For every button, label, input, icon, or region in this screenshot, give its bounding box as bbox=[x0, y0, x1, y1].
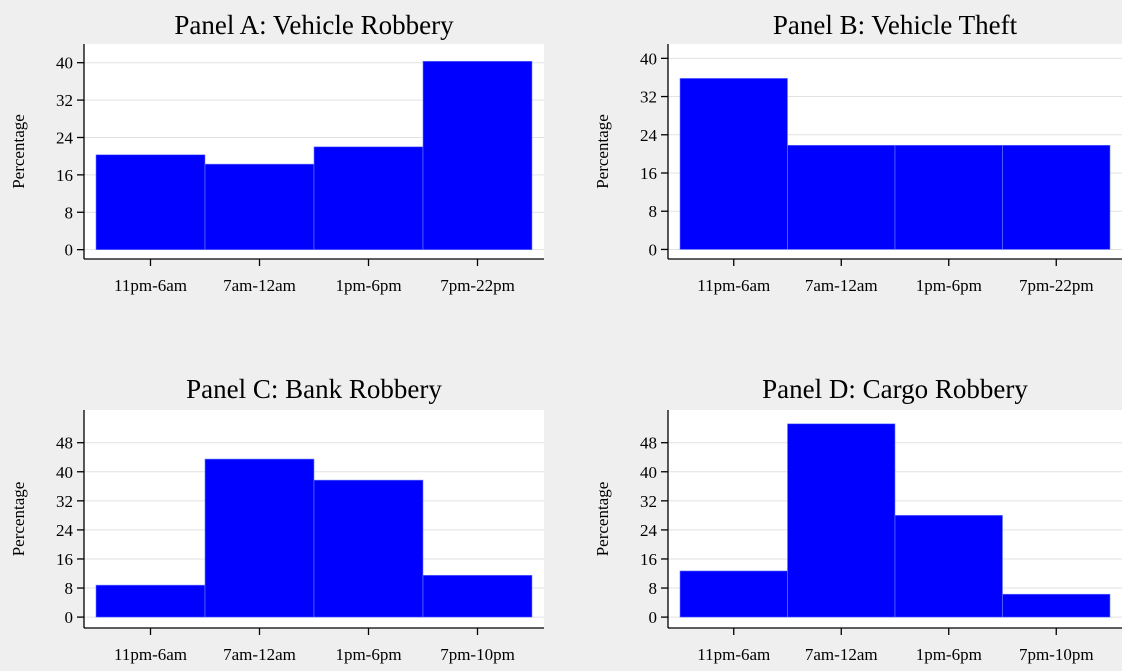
y-tick-label: 32 bbox=[56, 91, 73, 110]
y-tick-label: 8 bbox=[649, 202, 658, 221]
x-tick-label: 7pm-22pm bbox=[1019, 276, 1094, 295]
y-tick-label: 16 bbox=[640, 550, 657, 569]
bar-7am-12am bbox=[204, 458, 315, 618]
y-tick-label: 8 bbox=[649, 579, 658, 598]
x-tick-label: 7am-12am bbox=[223, 645, 296, 664]
panel-b: 0 8 16 24 32 40 11pm-6am 7am-12am 1pm-6pm 7pm-22p… bbox=[593, 10, 1122, 295]
x-tick-label: 7am-12am bbox=[805, 645, 878, 664]
x-tick-label: 7pm-22pm bbox=[440, 276, 515, 295]
panel-d: 0 8 16 24 32 40 48 11pm-6am 7am-12am 1pm-6pm 7pm-1… bbox=[593, 374, 1122, 664]
y-tick-label: 32 bbox=[640, 88, 657, 107]
y-tick-label: 48 bbox=[640, 434, 657, 453]
y-tick-label: 32 bbox=[56, 492, 73, 511]
x-tick-label: 7pm-10pm bbox=[440, 645, 515, 664]
x-tick-label: 1pm-6pm bbox=[335, 645, 401, 664]
bar-7am-12am bbox=[204, 163, 315, 250]
bar-1pm-6pm bbox=[313, 479, 424, 618]
bar-11pm-6am bbox=[679, 78, 788, 250]
x-tick-label: 1pm-6pm bbox=[916, 276, 982, 295]
y-tick-label: 32 bbox=[640, 492, 657, 511]
y-tick-label: 0 bbox=[65, 608, 74, 627]
bar-7pm-22pm bbox=[1002, 144, 1111, 250]
y-tick-label: 8 bbox=[65, 579, 74, 598]
y-tick-label: 8 bbox=[65, 203, 74, 222]
bar-1pm-6pm bbox=[894, 515, 1003, 618]
bar-7pm-10pm bbox=[1002, 593, 1111, 618]
x-tick-label: 11pm-6am bbox=[697, 645, 770, 664]
x-tick-label: 11pm-6am bbox=[114, 276, 187, 295]
y-tick-label: 40 bbox=[56, 54, 73, 73]
x-tick-label: 7am-12am bbox=[223, 276, 296, 295]
y-axis-label: Percentage bbox=[593, 482, 612, 557]
x-tick-label: 7pm-10pm bbox=[1019, 645, 1094, 664]
bar-11pm-6am bbox=[95, 154, 206, 250]
y-tick-label: 0 bbox=[649, 608, 658, 627]
y-tick-label: 16 bbox=[640, 164, 657, 183]
y-tick-label: 0 bbox=[65, 241, 74, 260]
bar-1pm-6pm bbox=[894, 144, 1003, 250]
y-axis-label: Percentage bbox=[593, 114, 612, 189]
x-tick-label: 11pm-6am bbox=[697, 276, 770, 295]
chart-title: Panel D: Cargo Robbery bbox=[762, 374, 1028, 404]
chart-title: Panel C: Bank Robbery bbox=[186, 374, 442, 404]
bar-7pm-22pm bbox=[422, 60, 533, 250]
x-tick-label: 7am-12am bbox=[805, 276, 878, 295]
y-tick-label: 40 bbox=[56, 463, 73, 482]
y-tick-label: 24 bbox=[640, 521, 658, 540]
y-axis-label: Percentage bbox=[9, 114, 28, 189]
bar-7am-12am bbox=[787, 423, 896, 618]
x-tick-label: 11pm-6am bbox=[114, 645, 187, 664]
y-tick-label: 16 bbox=[56, 550, 73, 569]
chart-title: Panel B: Vehicle Theft bbox=[773, 10, 1018, 40]
y-tick-label: 24 bbox=[640, 126, 658, 145]
bar-7pm-10pm bbox=[422, 575, 533, 618]
panel-c: 0 8 16 24 32 40 48 11pm-6am 7am-12am 1pm-6pm 7pm-1… bbox=[9, 374, 544, 664]
bar-11pm-6am bbox=[95, 584, 206, 618]
bar-11pm-6am bbox=[679, 570, 788, 618]
chart-title: Panel A: Vehicle Robbery bbox=[174, 10, 454, 40]
x-tick-label: 1pm-6pm bbox=[916, 645, 982, 664]
y-tick-label: 40 bbox=[640, 49, 657, 68]
y-tick-label: 24 bbox=[56, 128, 74, 147]
y-axis-label: Percentage bbox=[9, 482, 28, 557]
bar-7am-12am bbox=[787, 144, 896, 250]
bar-1pm-6pm bbox=[313, 146, 424, 250]
panel-a: 0 8 16 24 32 40 11pm-6am 7am-12am 1pm-6pm 7pm-22p… bbox=[9, 10, 544, 295]
y-tick-label: 24 bbox=[56, 521, 74, 540]
x-tick-label: 1pm-6pm bbox=[335, 276, 401, 295]
y-tick-label: 0 bbox=[649, 240, 658, 259]
y-tick-label: 16 bbox=[56, 166, 73, 185]
y-tick-label: 48 bbox=[56, 434, 73, 453]
y-tick-label: 40 bbox=[640, 463, 657, 482]
